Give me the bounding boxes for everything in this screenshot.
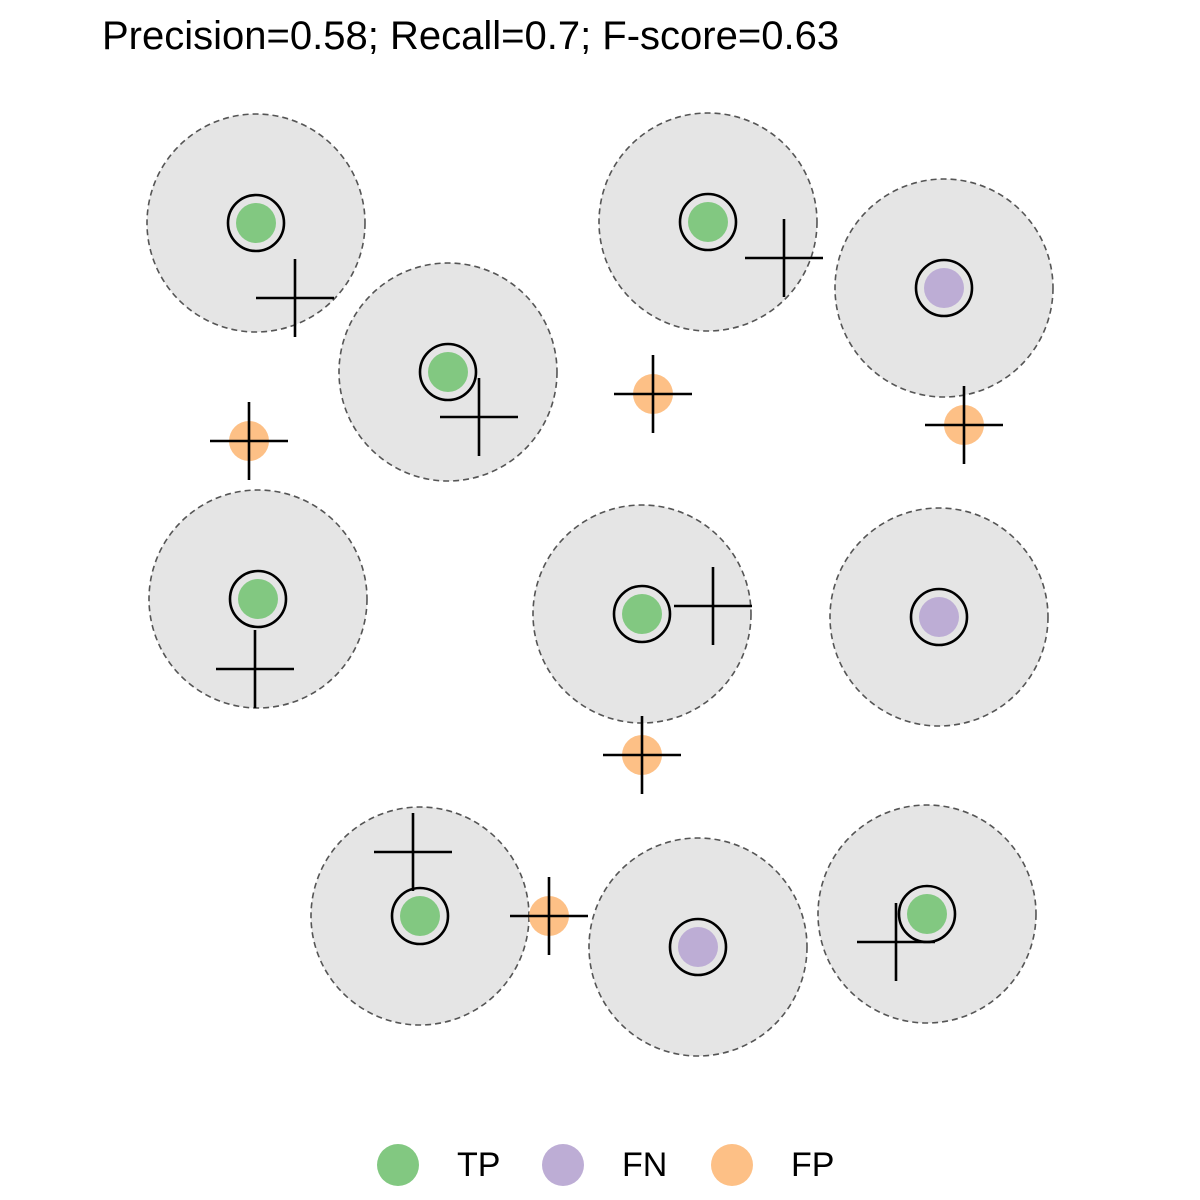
legend-item-tp: TP	[377, 1138, 500, 1192]
ground-truth-point-tp	[236, 203, 276, 243]
prediction-cross-4	[210, 402, 288, 480]
ground-truth-point-tp	[622, 594, 662, 634]
prediction-cross-8	[674, 567, 752, 645]
ground-truth-point-tp	[907, 894, 947, 934]
prediction-cross-10	[374, 813, 452, 891]
legend-label-fn: FN	[622, 1145, 668, 1184]
ground-truth-point-tp	[688, 202, 728, 242]
ground-truth-point-fn	[919, 597, 959, 637]
ground-truth-point-tp	[238, 579, 278, 619]
prediction-cross-5	[614, 355, 692, 433]
ground-truth-marker-ring	[909, 587, 969, 647]
prediction-cross-9	[603, 716, 681, 794]
ground-truth-point-fn	[678, 927, 718, 967]
ground-truth-point-tp	[400, 896, 440, 936]
legend-item-fn: FN	[542, 1138, 667, 1192]
legend-swatch-fn	[542, 1144, 584, 1186]
ground-truth-point-fn	[924, 268, 964, 308]
chart-title: Precision=0.58; Recall=0.7; F-score=0.63	[102, 14, 840, 58]
legend-swatch-tp	[377, 1144, 419, 1186]
legend-swatch-fp	[711, 1144, 753, 1186]
ground-truth-marker-ring	[668, 917, 728, 977]
legend-label-tp: TP	[457, 1145, 501, 1184]
ground-truth-marker-ring	[390, 886, 450, 946]
ground-truth-marker-ring	[228, 569, 288, 629]
ground-truth-marker-ring	[678, 192, 738, 252]
prediction-cross-1	[256, 259, 334, 337]
prediction-cross-7	[216, 630, 294, 708]
prediction-cross-6	[925, 386, 1003, 464]
ground-truth-marker-ring	[226, 193, 286, 253]
legend: TP FN FP	[0, 1138, 1200, 1192]
plot-area	[146, 112, 1054, 1057]
ground-truth-point-tp	[428, 352, 468, 392]
ground-truth-marker-ring	[418, 342, 478, 402]
ground-truth-layer	[226, 192, 974, 977]
ground-truth-marker-ring	[914, 258, 974, 318]
prediction-cross-3	[440, 378, 518, 456]
legend-label-fp: FP	[791, 1145, 835, 1184]
legend-item-fp: FP	[711, 1138, 834, 1192]
ground-truth-marker-ring	[612, 584, 672, 644]
prediction-cross-11	[510, 877, 588, 955]
prediction-cross-12	[857, 903, 935, 981]
prediction-layer	[210, 219, 1003, 981]
prediction-cross-2	[745, 219, 823, 297]
